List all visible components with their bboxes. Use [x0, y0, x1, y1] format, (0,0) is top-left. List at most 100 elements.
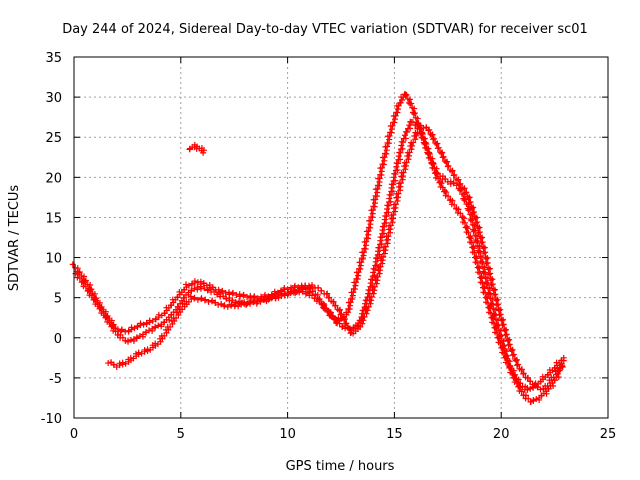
data-point	[383, 219, 390, 226]
data-point	[372, 192, 379, 199]
data-point	[337, 311, 344, 318]
data-point	[513, 379, 520, 386]
data-point	[76, 275, 83, 282]
data-point	[363, 235, 370, 242]
data-point	[525, 395, 532, 402]
data-point	[128, 324, 135, 331]
data-point	[342, 320, 349, 327]
data-point	[520, 370, 527, 377]
data-point	[460, 185, 467, 192]
data-point	[402, 135, 409, 142]
x-tick-label: 15	[386, 427, 403, 442]
data-point	[451, 201, 458, 208]
data-point	[405, 156, 412, 163]
data-point	[384, 202, 391, 209]
data-point	[149, 318, 156, 325]
data-point	[254, 298, 261, 305]
data-point	[401, 132, 408, 139]
data-point	[512, 375, 519, 382]
data-point	[397, 180, 404, 187]
data-point	[392, 116, 398, 123]
data-point	[343, 320, 350, 327]
data-point	[365, 224, 372, 231]
data-point	[392, 112, 399, 119]
data-point	[410, 139, 417, 146]
data-point	[194, 284, 201, 291]
data-point	[434, 145, 441, 152]
data-point	[428, 132, 435, 139]
y-tick-label: 35	[45, 51, 62, 66]
data-point	[132, 350, 139, 357]
grid-lines	[74, 57, 608, 418]
data-point	[493, 330, 500, 337]
data-point	[87, 288, 94, 295]
data-point	[470, 228, 477, 235]
data-point	[375, 244, 382, 251]
x-tick-label: 0	[70, 427, 78, 442]
y-tick-label: 10	[45, 252, 62, 267]
y-tick-label: 5	[54, 292, 62, 307]
data-point	[110, 324, 117, 331]
data-point	[438, 150, 445, 157]
data-point	[496, 335, 503, 342]
data-point	[134, 323, 141, 330]
data-point	[100, 310, 107, 317]
data-point	[515, 361, 522, 368]
data-point	[467, 199, 474, 205]
data-point	[271, 288, 278, 295]
data-point	[325, 294, 332, 301]
data-point	[251, 296, 258, 303]
data-point	[69, 261, 76, 268]
data-point	[445, 193, 452, 200]
data-point	[424, 145, 431, 152]
data-point	[411, 110, 418, 117]
data-point	[373, 280, 380, 287]
data-point	[106, 319, 113, 326]
data-point	[318, 287, 325, 294]
data-point	[513, 356, 520, 363]
data-point	[399, 145, 406, 152]
data-point	[284, 291, 291, 298]
data-point	[88, 292, 95, 299]
data-point	[555, 374, 562, 381]
y-axis-title: SDTVAR / TECUs	[7, 185, 22, 292]
data-point	[275, 294, 282, 301]
data-point	[488, 282, 495, 289]
data-point	[135, 349, 142, 356]
data-point	[423, 141, 430, 148]
data-point	[363, 310, 370, 317]
data-point	[244, 293, 251, 300]
data-point	[406, 152, 413, 159]
data-point	[191, 278, 198, 285]
data-point	[359, 320, 366, 327]
data-point	[323, 305, 330, 312]
data-point	[377, 234, 384, 241]
data-point	[160, 319, 167, 326]
data-point	[493, 325, 500, 332]
data-point	[512, 357, 519, 364]
data-point	[281, 290, 288, 297]
data-point	[454, 177, 461, 184]
data-point	[430, 136, 437, 143]
data-point	[350, 285, 357, 292]
data-point	[191, 294, 198, 301]
data-point	[241, 299, 248, 306]
data-point	[504, 337, 511, 344]
data-point	[465, 229, 472, 236]
data-point	[187, 293, 194, 300]
data-point	[353, 275, 360, 282]
data-point	[503, 326, 510, 333]
data-point	[509, 346, 516, 353]
data-point	[473, 238, 480, 245]
data-point	[82, 283, 89, 290]
data-point	[309, 288, 316, 295]
data-point	[346, 325, 353, 332]
data-point	[235, 303, 242, 310]
data-point	[414, 129, 421, 136]
data-point	[272, 293, 279, 300]
data-point	[426, 151, 433, 158]
data-point	[143, 329, 150, 336]
data-point	[330, 299, 337, 306]
data-point	[201, 285, 208, 292]
